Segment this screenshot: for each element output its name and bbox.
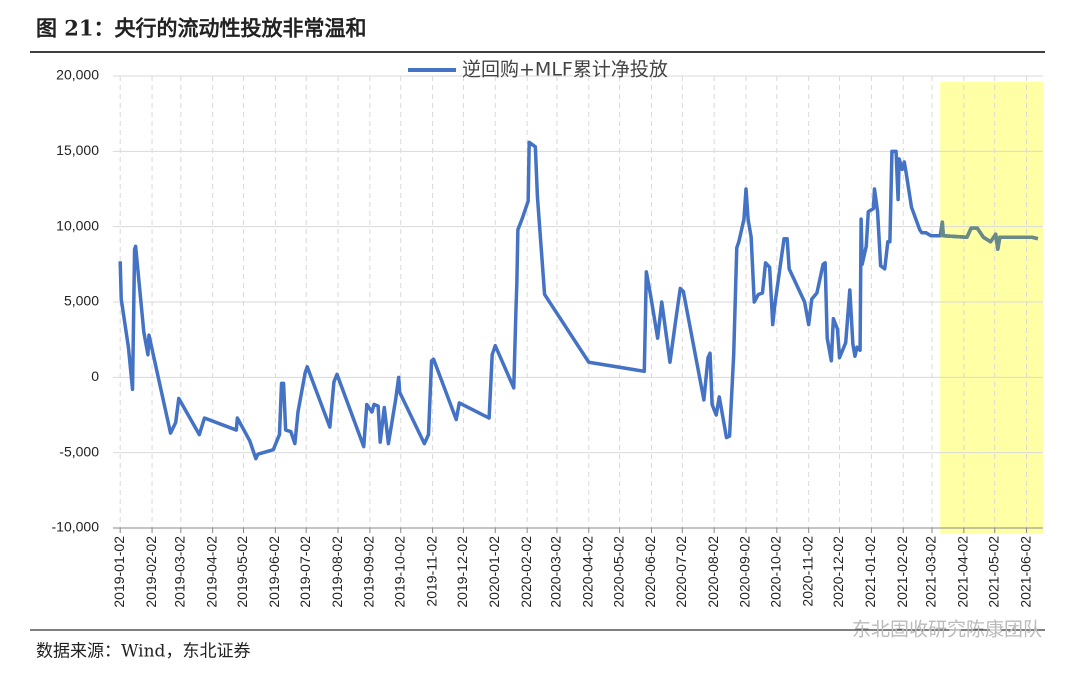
x-tick-label: 2020-12-02 bbox=[830, 536, 846, 608]
x-tick-label: 2021-03-02 bbox=[923, 536, 939, 608]
x-tick-label: 2020-06-02 bbox=[642, 536, 658, 608]
x-tick-label: 2019-07-02 bbox=[297, 536, 313, 608]
source: 数据来源：Wind，东北证券 bbox=[36, 642, 250, 662]
x-tick-label: 2021-05-02 bbox=[985, 536, 1001, 608]
x-tick-label: 2019-12-02 bbox=[454, 536, 470, 608]
y-tick-label: 10,000 bbox=[56, 217, 99, 233]
y-tick-label: -10,000 bbox=[52, 519, 100, 535]
x-tick-label: 2019-06-02 bbox=[266, 536, 282, 608]
watermark: 东北固收研究陈康团队 bbox=[852, 619, 1042, 641]
x-tick-label: 2020-03-02 bbox=[548, 536, 564, 608]
x-tick-label: 2020-11-02 bbox=[799, 536, 815, 607]
x-tick-label: 2019-02-02 bbox=[143, 536, 159, 608]
x-tick-label: 2020-05-02 bbox=[610, 536, 626, 608]
x-tick-label: 2021-01-02 bbox=[862, 536, 878, 608]
y-tick-label: 5,000 bbox=[64, 293, 99, 309]
x-tick-label: 2019-01-02 bbox=[111, 536, 127, 608]
y-tick-label: 20,000 bbox=[56, 67, 99, 83]
y-tick-label: -5,000 bbox=[59, 443, 99, 459]
x-tick-label: 2021-06-02 bbox=[1017, 536, 1033, 608]
data-line bbox=[118, 140, 1039, 461]
x-tick-label: 2019-05-02 bbox=[234, 536, 250, 608]
x-tick-label: 2020-10-02 bbox=[768, 536, 784, 608]
x-tick-label: 2020-07-02 bbox=[673, 536, 689, 608]
x-tick-label: 2019-10-02 bbox=[391, 536, 407, 608]
chart-title: 图 21：央行的流动性投放非常温和 bbox=[36, 16, 367, 41]
y-tick-label: 15,000 bbox=[56, 142, 99, 158]
x-tick-label: 2019-04-02 bbox=[203, 536, 219, 608]
x-tick-label: 2019-08-02 bbox=[329, 536, 345, 608]
x-tick-label: 2021-02-02 bbox=[894, 536, 910, 608]
y-tick-label: 0 bbox=[91, 368, 99, 384]
x-tick-label: 2019-03-02 bbox=[172, 536, 188, 608]
x-tick-label: 2020-08-02 bbox=[705, 536, 721, 608]
highlight-region bbox=[940, 82, 1043, 534]
x-tick-label: 2020-04-02 bbox=[579, 536, 595, 608]
x-tick-label: 2020-01-02 bbox=[486, 536, 502, 608]
x-tick-label: 2021-04-02 bbox=[955, 536, 971, 608]
highlight-line bbox=[940, 220, 1039, 252]
x-tick-label: 2020-09-02 bbox=[737, 536, 753, 608]
legend-label: 逆回购+MLF累计净投放 bbox=[462, 59, 668, 81]
x-tick-label: 2020-02-02 bbox=[518, 536, 534, 608]
x-tick-label: 2019-09-02 bbox=[361, 536, 377, 608]
x-tick-label: 2019-11-02 bbox=[423, 536, 439, 607]
